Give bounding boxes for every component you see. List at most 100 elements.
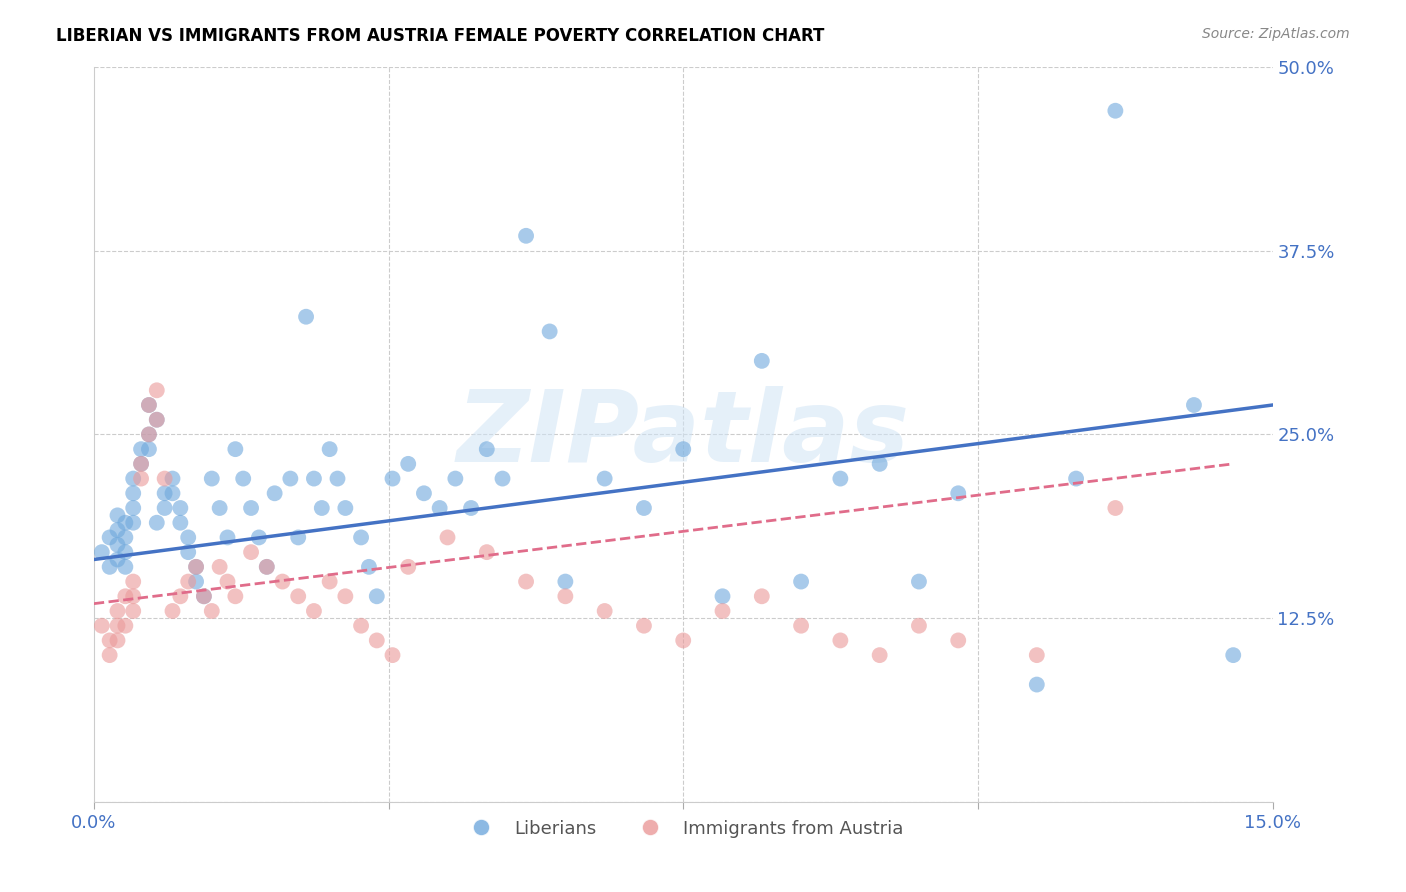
Immigrants from Austria (672, 633, 695, 648)
Immigrants from Austria (129, 457, 152, 471)
Liberians (366, 589, 388, 603)
Liberians (114, 530, 136, 544)
Immigrants from Austria (256, 559, 278, 574)
Immigrants from Austria (98, 633, 121, 648)
Immigrants from Austria (114, 589, 136, 603)
Liberians (177, 530, 200, 544)
Liberians (146, 413, 169, 427)
Immigrants from Austria (107, 604, 129, 618)
Immigrants from Austria (98, 648, 121, 662)
Liberians (98, 530, 121, 544)
Liberians (908, 574, 931, 589)
Liberians (240, 501, 263, 516)
Immigrants from Austria (193, 589, 215, 603)
Liberians (1222, 648, 1244, 662)
Liberians (460, 501, 482, 516)
Immigrants from Austria (869, 648, 891, 662)
Liberians (122, 472, 145, 486)
Liberians (153, 501, 176, 516)
Liberians (515, 228, 537, 243)
Immigrants from Austria (515, 574, 537, 589)
Immigrants from Austria (366, 633, 388, 648)
Liberians (107, 552, 129, 566)
Immigrants from Austria (287, 589, 309, 603)
Liberians (633, 501, 655, 516)
Immigrants from Austria (129, 472, 152, 486)
Liberians (114, 545, 136, 559)
Liberians (232, 472, 254, 486)
Liberians (98, 559, 121, 574)
Liberians (201, 472, 224, 486)
Immigrants from Austria (350, 618, 373, 632)
Immigrants from Austria (217, 574, 239, 589)
Immigrants from Austria (146, 413, 169, 427)
Immigrants from Austria (908, 618, 931, 632)
Liberians (224, 442, 246, 457)
Liberians (107, 523, 129, 537)
Liberians (869, 457, 891, 471)
Liberians (318, 442, 340, 457)
Liberians (429, 501, 451, 516)
Liberians (311, 501, 333, 516)
Liberians (184, 574, 207, 589)
Liberians (122, 516, 145, 530)
Liberians (1064, 472, 1087, 486)
Immigrants from Austria (1025, 648, 1047, 662)
Liberians (138, 442, 160, 457)
Liberians (193, 589, 215, 603)
Liberians (256, 559, 278, 574)
Immigrants from Austria (240, 545, 263, 559)
Immigrants from Austria (138, 427, 160, 442)
Liberians (90, 545, 112, 559)
Liberians (593, 472, 616, 486)
Immigrants from Austria (633, 618, 655, 632)
Immigrants from Austria (184, 559, 207, 574)
Liberians (122, 486, 145, 500)
Liberians (146, 516, 169, 530)
Liberians (122, 501, 145, 516)
Immigrants from Austria (948, 633, 970, 648)
Immigrants from Austria (177, 574, 200, 589)
Liberians (711, 589, 734, 603)
Liberians (672, 442, 695, 457)
Liberians (350, 530, 373, 544)
Immigrants from Austria (396, 559, 419, 574)
Immigrants from Austria (162, 604, 184, 618)
Liberians (169, 516, 191, 530)
Immigrants from Austria (208, 559, 231, 574)
Liberians (107, 538, 129, 552)
Liberians (177, 545, 200, 559)
Immigrants from Austria (335, 589, 357, 603)
Liberians (413, 486, 436, 500)
Immigrants from Austria (169, 589, 191, 603)
Immigrants from Austria (381, 648, 404, 662)
Liberians (107, 508, 129, 523)
Immigrants from Austria (436, 530, 458, 544)
Liberians (129, 442, 152, 457)
Text: Source: ZipAtlas.com: Source: ZipAtlas.com (1202, 27, 1350, 41)
Liberians (129, 457, 152, 471)
Liberians (335, 501, 357, 516)
Liberians (162, 486, 184, 500)
Immigrants from Austria (711, 604, 734, 618)
Liberians (114, 559, 136, 574)
Immigrants from Austria (830, 633, 852, 648)
Immigrants from Austria (122, 574, 145, 589)
Liberians (287, 530, 309, 544)
Liberians (138, 398, 160, 412)
Immigrants from Austria (593, 604, 616, 618)
Immigrants from Austria (90, 618, 112, 632)
Liberians (790, 574, 813, 589)
Immigrants from Austria (107, 618, 129, 632)
Liberians (280, 472, 302, 486)
Liberians (554, 574, 576, 589)
Liberians (208, 501, 231, 516)
Immigrants from Austria (1104, 501, 1126, 516)
Liberians (948, 486, 970, 500)
Liberians (751, 354, 773, 368)
Liberians (263, 486, 285, 500)
Liberians (1025, 677, 1047, 691)
Immigrants from Austria (114, 618, 136, 632)
Liberians (162, 472, 184, 486)
Liberians (153, 486, 176, 500)
